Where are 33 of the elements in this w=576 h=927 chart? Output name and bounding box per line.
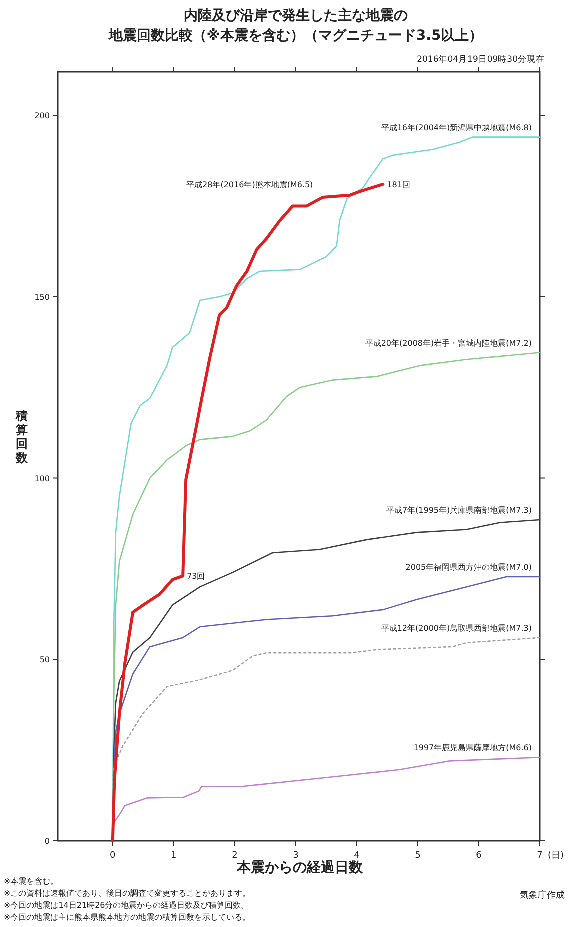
x-axis-title: 本震からの経過日数 [236, 860, 364, 876]
text: ※今回の地震は14日21時26分の地震からの経過日数及び積算回数。 [4, 901, 250, 910]
x-tick-label: 1 [171, 851, 177, 861]
y-tick-label: 0 [44, 837, 50, 846]
series-label: 平成28年(2016年)熊本地震(M6.5) [186, 180, 314, 190]
x-tick-label: 7 [537, 851, 543, 861]
y-tick-label: 150 [34, 292, 50, 302]
x-tick-label: 5 [415, 851, 421, 861]
y-axis-title: 積算回数 [15, 409, 29, 465]
text: 2016年04月19日09時30分現在 [417, 54, 545, 65]
y-tick-label: 200 [34, 112, 50, 121]
text: ※今回の地震は主に熊本県熊本地方の地震の積算回数を示している。 [4, 913, 251, 922]
y-tick-label: 50 [40, 656, 50, 665]
text: ※この資料は速報値であり、後日の調査で変更することがあります。 [4, 889, 251, 898]
chart-title: 内陸及び沿岸で発生した主な地震の [184, 7, 408, 24]
x-tick-label: 4 [354, 851, 360, 861]
x-tick-label: 6 [476, 851, 482, 861]
annotation: 73回 [187, 572, 206, 582]
text: 気象庁作成 [520, 890, 565, 901]
series-label: 平成20年(2008年)岩手・宮城内陸地震(M7.2) [365, 338, 532, 348]
x-tick-label: 0 [110, 851, 116, 861]
x-tick-label: 3 [293, 851, 299, 861]
x-tick-label: 2 [232, 851, 238, 861]
series-label: 平成12年(2000年)鳥取県西部地震(M7.3) [381, 624, 532, 633]
chart-subtitle: 地震回数比較（※本震を含む）（マグニチュード3.5以上） [108, 28, 484, 44]
series-label: 平成7年(1995年)兵庫県南部地震(M7.3) [386, 506, 532, 515]
text: ※本震を含む。 [4, 877, 59, 886]
series-label: 平成16年(2004年)新潟県中越地震(M6.8) [381, 123, 532, 132]
series-label: 1997年鹿児島県薩摩地方(M6.6) [414, 744, 532, 753]
series-label: 2005年福岡県西方沖の地震(M7.0) [406, 562, 532, 572]
text: (日) [548, 851, 564, 861]
annotation: 181回 [387, 180, 410, 190]
y-tick-label: 100 [34, 474, 50, 484]
